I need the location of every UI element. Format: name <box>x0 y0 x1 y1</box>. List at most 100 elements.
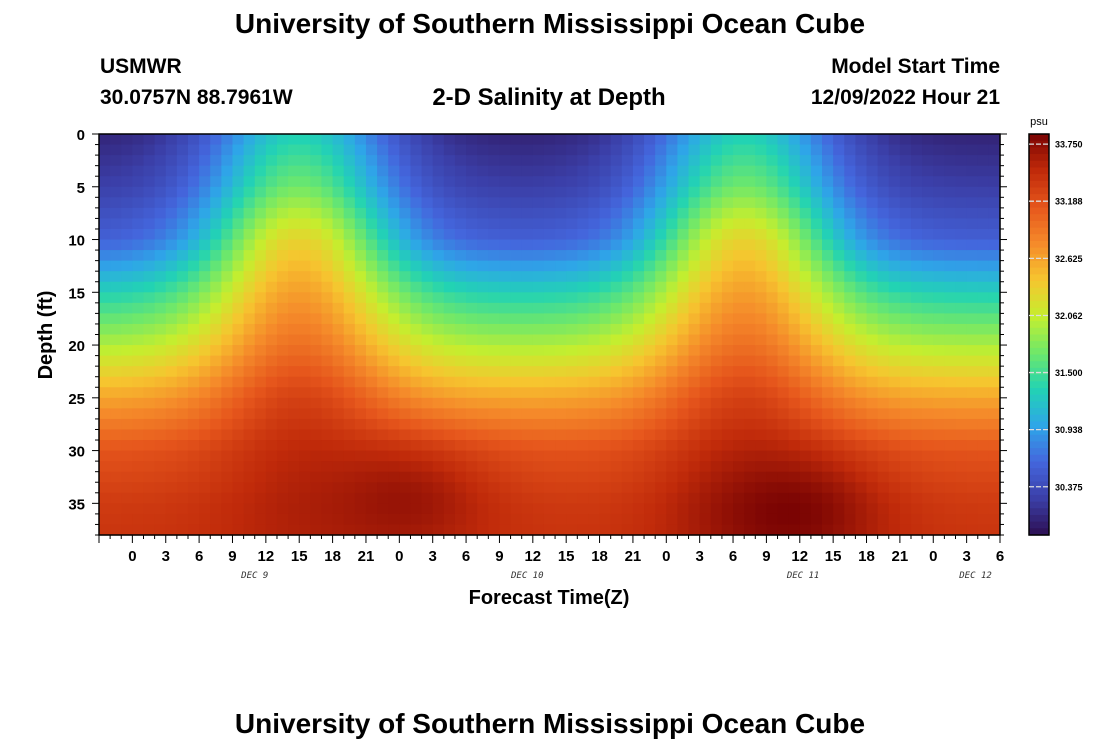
heatmap-cell <box>299 250 311 262</box>
heatmap-cell <box>621 482 634 494</box>
heatmap-cell <box>955 218 968 230</box>
heatmap-cell <box>276 492 289 504</box>
heatmap-cell <box>321 302 334 314</box>
heatmap-cell <box>221 155 234 167</box>
heatmap-cell <box>699 418 712 431</box>
heatmap-cell <box>332 313 345 325</box>
heatmap-cell <box>243 492 256 504</box>
heatmap-cell <box>822 387 834 399</box>
heatmap-cell <box>232 239 245 251</box>
heatmap-cell <box>699 503 712 515</box>
heatmap-cell <box>588 228 601 241</box>
heatmap-cell <box>276 313 289 325</box>
heatmap-cell <box>577 250 590 262</box>
heatmap-cell <box>710 345 723 357</box>
heatmap-cell <box>799 418 812 431</box>
heatmap-cell <box>288 366 300 378</box>
heatmap-cell <box>888 408 901 420</box>
heatmap-cell <box>666 345 679 357</box>
heatmap-cell <box>199 218 211 230</box>
heatmap-cell <box>966 355 979 367</box>
heatmap-cell <box>499 408 512 420</box>
heatmap-cell <box>810 250 823 262</box>
heatmap-cell <box>666 250 679 262</box>
heatmap-cell <box>466 513 478 526</box>
heatmap-cell <box>877 513 890 526</box>
heatmap-cell <box>755 387 767 399</box>
heatmap-cell <box>276 513 289 526</box>
heatmap-cell <box>187 482 200 494</box>
heatmap-cell <box>810 376 823 388</box>
heatmap-cell <box>176 144 189 156</box>
heatmap-cell <box>143 482 156 494</box>
heatmap-cell <box>532 334 545 346</box>
heatmap-cell <box>977 450 990 462</box>
heatmap-cell <box>566 524 578 536</box>
heatmap-cell <box>933 302 945 314</box>
heatmap-cell <box>221 345 234 357</box>
heatmap-cell <box>866 134 879 146</box>
heatmap-cell <box>844 461 856 473</box>
heatmap-cell <box>532 155 545 167</box>
heatmap-cell <box>332 503 345 515</box>
heatmap-cell <box>944 134 957 146</box>
heatmap-cell <box>354 281 367 293</box>
heatmap-cell <box>543 155 556 167</box>
heatmap-cell <box>588 176 601 188</box>
heatmap-cell <box>866 165 879 177</box>
heatmap-cell <box>499 239 512 251</box>
heatmap-cell <box>521 492 534 504</box>
heatmap-cell <box>888 524 901 536</box>
heatmap-cell <box>555 239 567 251</box>
heatmap-cell <box>176 376 189 388</box>
heatmap-cell <box>777 387 790 399</box>
heatmap-cell <box>265 228 278 241</box>
heatmap-cell <box>955 334 968 346</box>
heatmap-cell <box>610 461 623 473</box>
heatmap-cell <box>343 471 356 483</box>
heatmap-cell <box>588 334 601 346</box>
heatmap-cell <box>210 376 222 388</box>
heatmap-cell <box>644 292 656 304</box>
heatmap-cell <box>388 418 400 431</box>
heatmap-cell <box>310 271 323 283</box>
heatmap-cell <box>922 302 934 314</box>
heatmap-cell <box>132 418 145 431</box>
heatmap-cell <box>232 186 245 198</box>
heatmap-cell <box>799 408 812 420</box>
heatmap-cell <box>877 323 890 336</box>
heatmap-cell <box>899 440 912 452</box>
heatmap-cell <box>321 144 334 156</box>
heatmap-cell <box>443 239 456 251</box>
heatmap-cell <box>855 218 868 230</box>
heatmap-cell <box>733 313 745 325</box>
heatmap-cell <box>777 471 790 483</box>
heatmap-cell <box>254 492 267 504</box>
heatmap-cell <box>299 408 311 420</box>
heatmap-cell <box>833 250 845 262</box>
heatmap-cell <box>777 503 790 515</box>
heatmap-cell <box>922 292 934 304</box>
heatmap-cell <box>388 292 400 304</box>
heatmap-cell <box>577 144 590 156</box>
heatmap-cell <box>555 302 567 314</box>
heatmap-cell <box>833 492 845 504</box>
heatmap-cell <box>877 197 890 209</box>
heatmap-cell <box>532 250 545 262</box>
heatmap-cell <box>176 228 189 241</box>
heatmap-cell <box>421 397 434 409</box>
heatmap-cell <box>388 450 400 462</box>
heatmap-cell <box>955 176 968 188</box>
heatmap-cell <box>176 524 189 536</box>
heatmap-cell <box>276 292 289 304</box>
heatmap-cell <box>866 387 879 399</box>
heatmap-cell <box>677 197 690 209</box>
heatmap-cell <box>532 450 545 462</box>
heatmap-cell <box>299 313 311 325</box>
heatmap-cell <box>443 281 456 293</box>
heatmap-cell <box>810 186 823 198</box>
heatmap-cell <box>977 144 990 156</box>
heatmap-cell <box>733 524 745 536</box>
heatmap-cell <box>99 186 111 198</box>
heatmap-cell <box>421 239 434 251</box>
